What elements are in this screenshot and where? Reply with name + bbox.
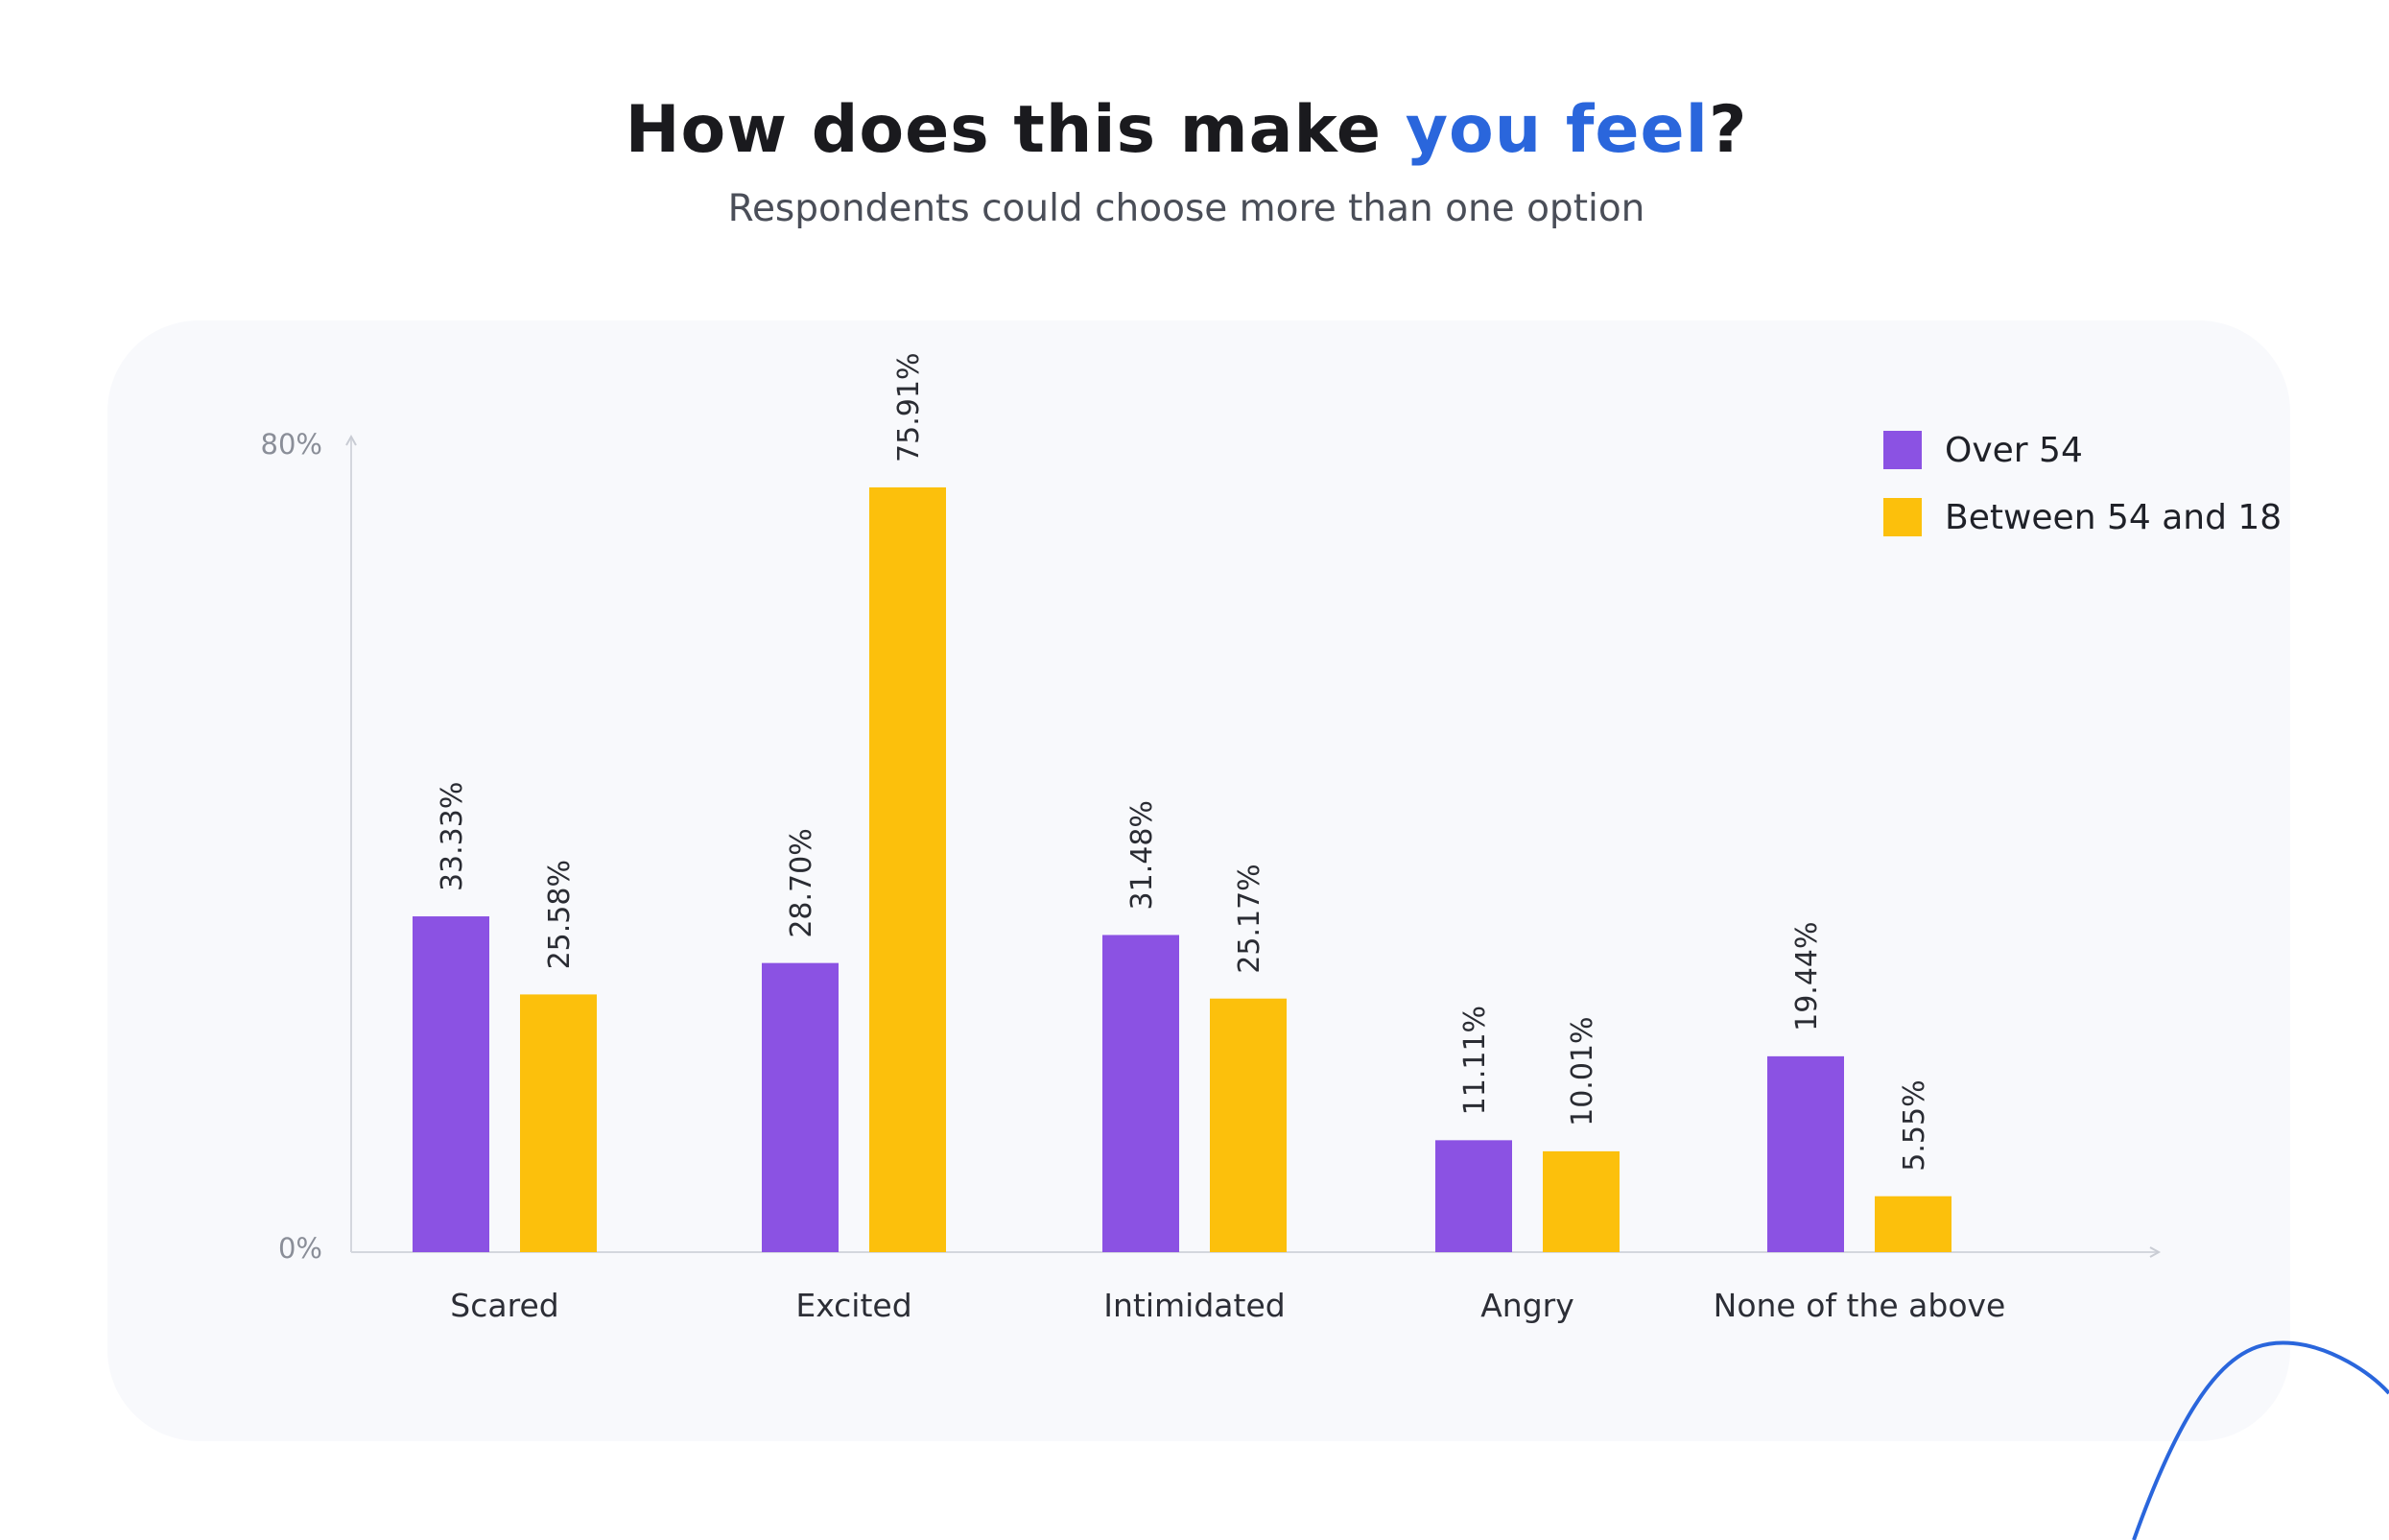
y-tick-label: 80% xyxy=(261,428,322,461)
decorative-blue-arc xyxy=(2132,1340,2389,1540)
bar-between-54-and-18 xyxy=(520,994,597,1252)
x-category-label: Intimidated xyxy=(1103,1287,1285,1324)
x-category-label: Angry xyxy=(1480,1287,1574,1324)
bar-value-label: 25.58% xyxy=(543,860,577,969)
x-category-label: Scared xyxy=(450,1287,558,1324)
bar-between-54-and-18 xyxy=(1210,998,1287,1252)
bar-value-label: 5.55% xyxy=(1898,1079,1931,1171)
chart-subtitle: Respondents could choose more than one o… xyxy=(727,187,1645,230)
bar-value-label: 25.17% xyxy=(1233,864,1266,973)
x-axis-arrow xyxy=(2149,1246,2162,1258)
bar-between-54-and-18 xyxy=(1543,1150,1620,1252)
bar-over-54 xyxy=(1435,1140,1512,1252)
bar-value-label: 10.01% xyxy=(1566,1017,1599,1126)
bar-value-label: 75.91% xyxy=(892,353,926,462)
legend-swatch-between-54-and-18 xyxy=(1883,498,1922,536)
chart-legend: Over 54 Between 54 and 18 xyxy=(1883,430,2282,564)
legend-swatch-over-54 xyxy=(1883,431,1922,469)
bar-value-label: 11.11% xyxy=(1458,1006,1492,1115)
y-axis-arrow xyxy=(345,434,357,446)
legend-item-between-54-and-18: Between 54 and 18 xyxy=(1883,497,2282,537)
bar-over-54 xyxy=(413,916,489,1252)
bar-over-54 xyxy=(762,962,839,1252)
bar-value-label: 31.48% xyxy=(1125,800,1159,910)
y-tick-label: 0% xyxy=(278,1232,322,1265)
bar-value-label: 19.44% xyxy=(1790,921,1824,1031)
chart-card xyxy=(107,320,2290,1441)
x-category-label: None of the above xyxy=(1714,1287,2006,1324)
title-accent-text: you feel xyxy=(1405,92,1709,168)
bar-between-54-and-18 xyxy=(1875,1196,1951,1252)
legend-label-between-54-and-18: Between 54 and 18 xyxy=(1945,497,2283,537)
chart-title: How does this make you feel? xyxy=(0,92,2373,168)
legend-item-over-54: Over 54 xyxy=(1883,430,2282,470)
title-text-start: How does this make xyxy=(625,92,1406,168)
bar-value-label: 28.70% xyxy=(785,828,818,937)
bar-over-54 xyxy=(1102,935,1179,1252)
bar-over-54 xyxy=(1767,1055,1844,1252)
legend-label-over-54: Over 54 xyxy=(1945,430,2083,470)
bar-value-label: 33.33% xyxy=(436,782,469,891)
title-text-end: ? xyxy=(1708,92,1748,168)
x-category-label: Excited xyxy=(795,1287,911,1324)
bar-between-54-and-18 xyxy=(869,486,946,1252)
